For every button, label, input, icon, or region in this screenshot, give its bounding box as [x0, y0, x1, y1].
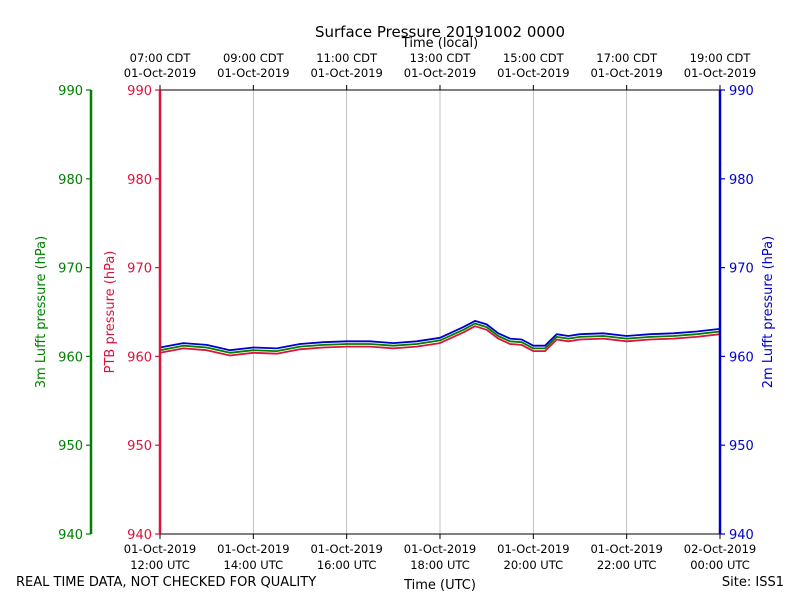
ptb-tick-label: 940 — [127, 528, 152, 543]
lufft-3m-axis-label: 3m Lufft pressure (hPa) — [34, 236, 49, 388]
top-x-tick-time: 17:00 CDT — [596, 51, 658, 65]
bottom-axis-label: Time (UTC) — [403, 578, 476, 593]
top-x-tick-date: 01-Oct-2019 — [590, 66, 662, 80]
bottom-x-tick-time: 14:00 UTC — [224, 558, 284, 572]
top-x-tick-date: 01-Oct-2019 — [310, 66, 382, 80]
ptb-tick-label: 980 — [127, 173, 152, 188]
ptb-tick-label: 960 — [127, 350, 152, 365]
bottom-x-tick-time: 16:00 UTC — [317, 558, 377, 572]
top-x-tick-time: 19:00 CDT — [690, 51, 752, 65]
lufft-2m-axis-label: 2m Lufft pressure (hPa) — [761, 236, 776, 388]
bottom-x-tick-date: 01-Oct-2019 — [590, 542, 662, 556]
lufft-2m-tick-label: 960 — [729, 350, 754, 365]
lufft-3m-tick-label: 980 — [58, 173, 83, 188]
top-x-tick-time: 15:00 CDT — [503, 51, 565, 65]
bottom-x-tick-time: 18:00 UTC — [410, 558, 470, 572]
lufft-2m-tick-label: 980 — [729, 173, 754, 188]
lufft-2m-tick-label: 940 — [729, 528, 754, 543]
bottom-x-tick-date: 01-Oct-2019 — [497, 542, 569, 556]
top-x-tick-date: 01-Oct-2019 — [124, 66, 196, 80]
lufft-2m-tick-label: 970 — [729, 262, 754, 277]
ptb-tick-label: 990 — [127, 84, 152, 99]
lufft-3m-tick-label: 940 — [58, 528, 83, 543]
top-x-tick-date: 01-Oct-2019 — [684, 66, 756, 80]
quality-note: REAL TIME DATA, NOT CHECKED FOR QUALITY — [16, 575, 317, 590]
top-x-tick-time: 09:00 CDT — [223, 51, 285, 65]
bottom-x-tick-date: 01-Oct-2019 — [217, 542, 289, 556]
ptb-axis-label: PTB pressure (hPa) — [103, 251, 118, 374]
series-line-3m-lufft — [159, 322, 721, 354]
series-line-2m-lufft — [159, 319, 721, 352]
lufft-2m-tick-label: 990 — [729, 84, 754, 99]
bottom-x-tick-date: 01-Oct-2019 — [124, 542, 196, 556]
top-x-tick-time: 07:00 CDT — [130, 51, 192, 65]
bottom-x-tick-date: 01-Oct-2019 — [310, 542, 382, 556]
bottom-x-tick-time: 00:00 UTC — [690, 558, 750, 572]
lufft-3m-tick-label: 960 — [58, 350, 83, 365]
ptb-tick-label: 970 — [127, 262, 152, 277]
chart-title: Surface Pressure 20191002 0000 — [315, 23, 565, 41]
top-x-tick-time: 13:00 CDT — [410, 51, 472, 65]
bottom-x-tick-time: 20:00 UTC — [504, 558, 564, 572]
lufft-2m-tick-label: 950 — [729, 439, 754, 454]
lufft-3m-tick-label: 990 — [58, 84, 83, 99]
site-label: Site: ISS1 — [721, 575, 784, 590]
lufft-3m-tick-label: 950 — [58, 439, 83, 454]
series-line-ptb — [159, 325, 721, 357]
lufft-3m-tick-label: 970 — [58, 262, 83, 277]
ptb-tick-label: 950 — [127, 439, 152, 454]
top-x-tick-date: 01-Oct-2019 — [217, 66, 289, 80]
bottom-x-tick-time: 22:00 UTC — [597, 558, 657, 572]
top-x-tick-date: 01-Oct-2019 — [404, 66, 476, 80]
bottom-x-tick-date: 01-Oct-2019 — [404, 542, 476, 556]
top-x-tick-time: 11:00 CDT — [316, 51, 378, 65]
top-axis-label: Time (local) — [401, 36, 478, 51]
bottom-x-tick-date: 02-Oct-2019 — [684, 542, 756, 556]
bottom-x-tick-time: 12:00 UTC — [130, 558, 190, 572]
top-x-tick-date: 01-Oct-2019 — [497, 66, 569, 80]
